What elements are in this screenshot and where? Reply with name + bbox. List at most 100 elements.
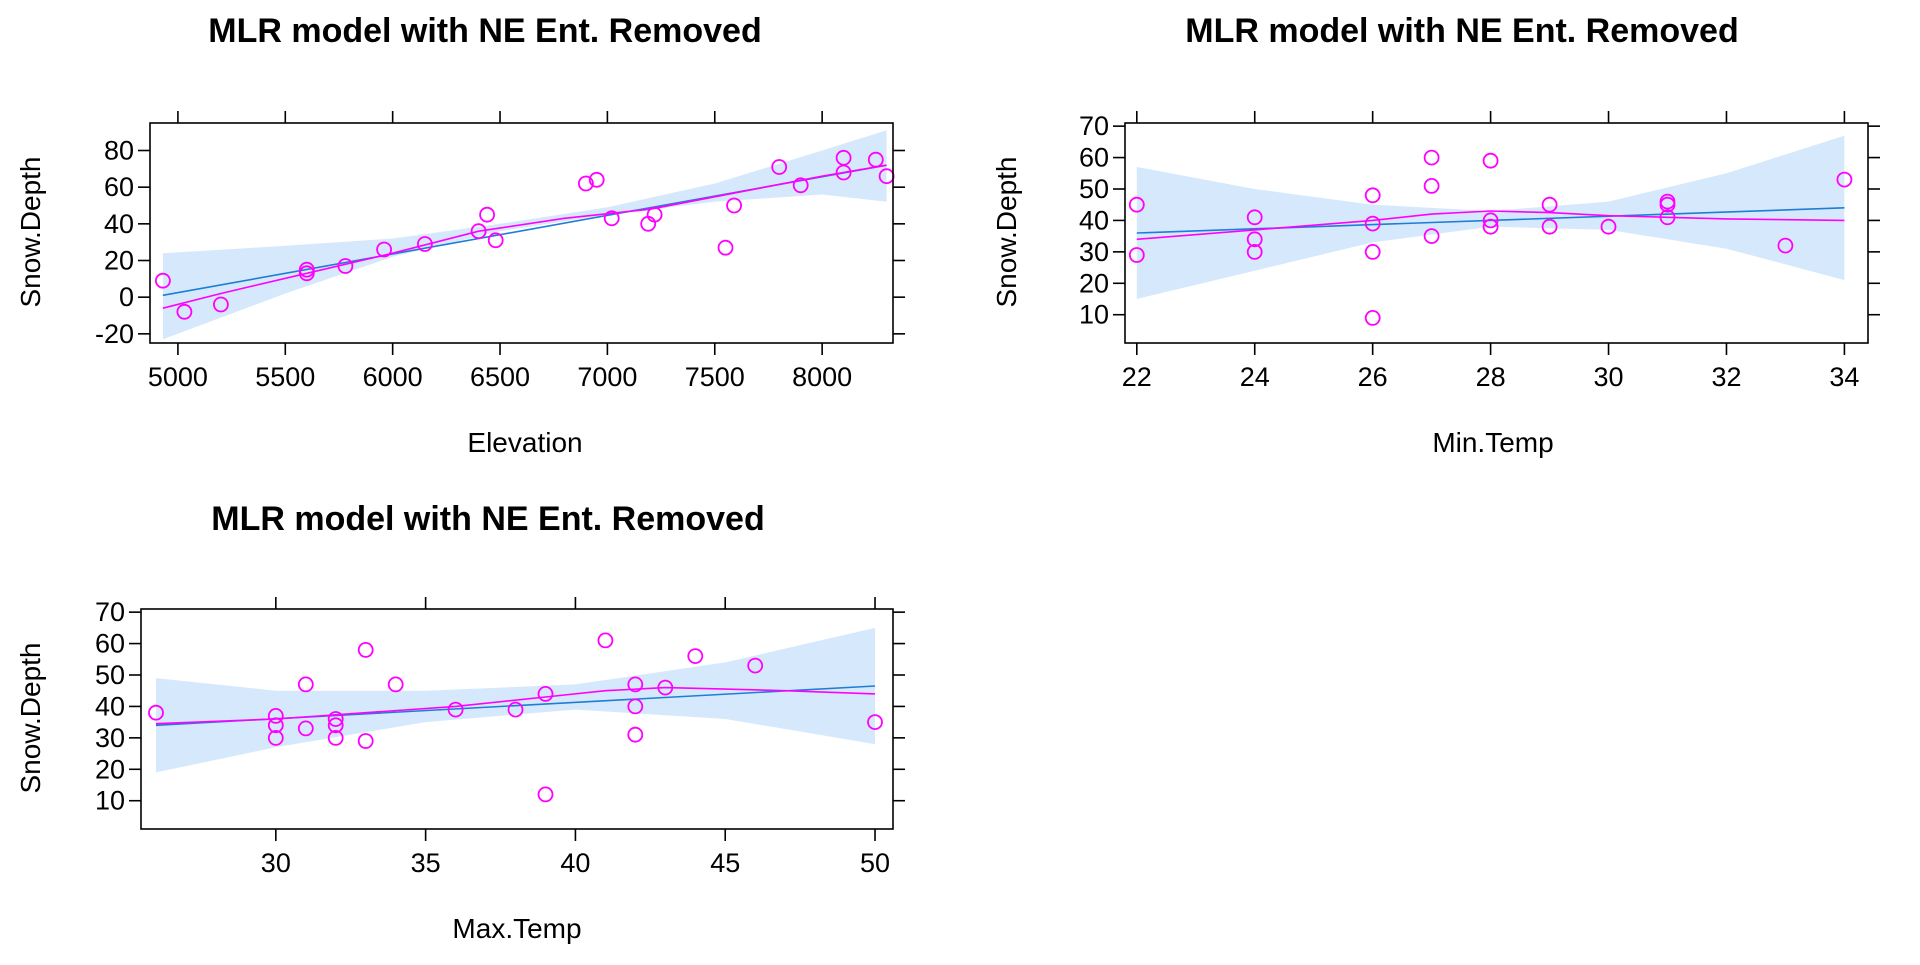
data-point bbox=[470, 223, 487, 240]
data-point bbox=[1423, 149, 1440, 166]
y-axis-label: Snow.Depth bbox=[15, 643, 46, 794]
y-tick-label: 70 bbox=[95, 597, 125, 627]
x-tick-label: 28 bbox=[1476, 362, 1506, 392]
x-tick-label: 6000 bbox=[363, 362, 423, 392]
y-tick-label: 50 bbox=[95, 660, 125, 690]
data-point bbox=[387, 676, 404, 693]
data-point bbox=[792, 177, 809, 194]
panel-title: MLR model with NE Ent. Removed bbox=[208, 12, 761, 50]
y-tick-label: 70 bbox=[1079, 111, 1109, 141]
data-point bbox=[1246, 209, 1263, 226]
data-point bbox=[267, 708, 284, 724]
y-tick-label: 10 bbox=[95, 786, 125, 816]
data-point bbox=[537, 686, 554, 702]
data-point bbox=[1541, 218, 1558, 235]
data-point bbox=[1423, 177, 1440, 194]
data-point bbox=[1482, 212, 1499, 229]
data-point bbox=[176, 303, 193, 320]
x-tick-label: 45 bbox=[710, 848, 740, 878]
confidence-band bbox=[162, 130, 887, 340]
y-tick-label: 40 bbox=[104, 209, 134, 239]
data-point bbox=[657, 679, 674, 696]
y-tick-label: 80 bbox=[104, 136, 134, 166]
data-point bbox=[1128, 247, 1145, 263]
x-axis-label: Min.Temp bbox=[1432, 427, 1553, 458]
data-point bbox=[1482, 218, 1499, 235]
data-point bbox=[337, 258, 354, 274]
panel-title: MLR model with NE Ent. Removed bbox=[211, 500, 764, 538]
y-tick-label: 30 bbox=[95, 723, 125, 753]
x-tick-label: 26 bbox=[1358, 362, 1388, 392]
y-tick-label: 10 bbox=[1079, 300, 1109, 330]
data-point bbox=[603, 210, 620, 227]
data-point bbox=[327, 730, 344, 746]
data-point bbox=[1246, 243, 1263, 260]
data-point bbox=[867, 714, 883, 730]
data-point bbox=[627, 698, 644, 715]
data-point bbox=[1364, 187, 1381, 204]
x-tick-label: 24 bbox=[1240, 362, 1270, 392]
smooth-line bbox=[1136, 210, 1845, 241]
data-point bbox=[267, 717, 284, 734]
data-point bbox=[588, 171, 605, 188]
data-point bbox=[867, 151, 884, 168]
data-point bbox=[267, 730, 284, 746]
data-point bbox=[1364, 309, 1381, 326]
panel-elevation: MLR model with NE Ent. Removed Elevation… bbox=[15, 12, 905, 458]
x-axis-label: Elevation bbox=[467, 427, 582, 458]
data-point bbox=[646, 206, 663, 223]
y-axis-label: Snow.Depth bbox=[15, 157, 46, 308]
data-point bbox=[687, 648, 704, 664]
data-point bbox=[1364, 215, 1381, 232]
y-tick-label: 0 bbox=[119, 282, 134, 312]
data-point bbox=[212, 296, 229, 313]
plot-frame bbox=[140, 608, 894, 830]
data-point bbox=[154, 272, 171, 289]
data-point bbox=[627, 676, 644, 693]
data-point bbox=[747, 657, 764, 674]
data-point bbox=[1246, 231, 1263, 248]
y-tick-label: -20 bbox=[95, 319, 134, 349]
x-tick-label: 32 bbox=[1711, 362, 1741, 392]
data-point bbox=[507, 701, 524, 718]
x-tick-label: 30 bbox=[1594, 362, 1624, 392]
panel-title: MLR model with NE Ent. Removed bbox=[1185, 12, 1738, 50]
x-tick-label: 5000 bbox=[148, 362, 208, 392]
x-tick-label: 50 bbox=[860, 848, 890, 878]
data-point bbox=[771, 159, 788, 175]
data-point bbox=[597, 632, 614, 649]
data-point bbox=[835, 149, 852, 166]
data-point bbox=[537, 786, 554, 803]
data-point bbox=[297, 676, 314, 693]
data-point bbox=[1777, 237, 1794, 254]
y-tick-label: 20 bbox=[1079, 268, 1109, 298]
smooth-line bbox=[162, 164, 887, 309]
y-axis-label: Snow.Depth bbox=[991, 157, 1022, 308]
y-tick-label: 60 bbox=[1079, 143, 1109, 173]
data-point bbox=[717, 239, 734, 256]
x-tick-label: 7500 bbox=[685, 362, 745, 392]
data-point bbox=[1659, 193, 1676, 210]
y-tick-label: 60 bbox=[104, 172, 134, 202]
data-point bbox=[416, 236, 433, 252]
data-point bbox=[447, 701, 464, 718]
y-tick-label: 40 bbox=[95, 691, 125, 721]
data-point bbox=[357, 733, 374, 749]
data-point bbox=[1364, 243, 1381, 260]
plot-frame bbox=[1124, 122, 1869, 344]
data-point bbox=[1659, 209, 1676, 226]
smooth-line bbox=[155, 686, 876, 725]
x-tick-label: 40 bbox=[560, 848, 590, 878]
y-tick-label: 60 bbox=[95, 629, 125, 659]
x-tick-label: 5500 bbox=[255, 362, 315, 392]
panel-max-temp: MLR model with NE Ent. Removed Max.Temp … bbox=[15, 500, 905, 944]
data-point bbox=[357, 642, 374, 658]
data-point bbox=[1600, 218, 1617, 235]
y-tick-label: 20 bbox=[95, 754, 125, 784]
x-tick-label: 7000 bbox=[577, 362, 637, 392]
data-point bbox=[1836, 171, 1853, 188]
x-tick-label: 34 bbox=[1829, 362, 1859, 392]
y-tick-label: 50 bbox=[1079, 174, 1109, 204]
